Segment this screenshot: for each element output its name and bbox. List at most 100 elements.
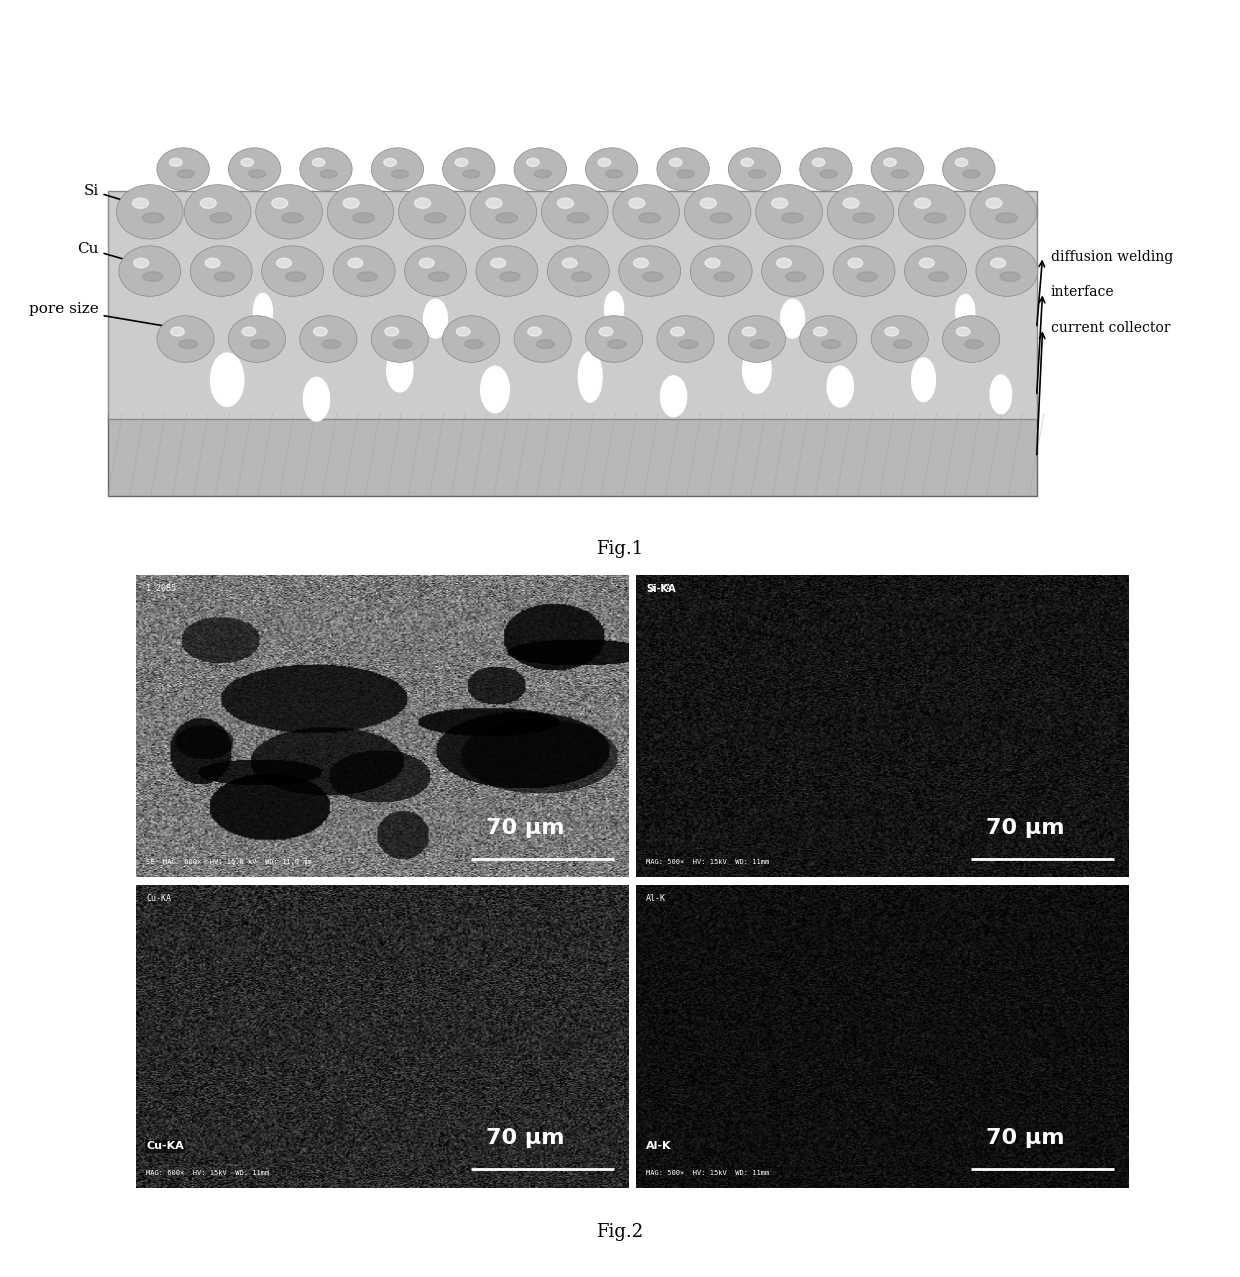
- Circle shape: [970, 185, 1037, 239]
- Ellipse shape: [661, 375, 687, 416]
- Bar: [108, 414, 1037, 497]
- Ellipse shape: [322, 340, 341, 349]
- Ellipse shape: [919, 258, 934, 268]
- Ellipse shape: [671, 327, 684, 336]
- Circle shape: [619, 246, 681, 296]
- Circle shape: [398, 185, 465, 239]
- Text: 70 μm: 70 μm: [986, 1129, 1064, 1148]
- Circle shape: [443, 315, 500, 363]
- Circle shape: [190, 246, 252, 296]
- Ellipse shape: [143, 272, 162, 281]
- Text: Cu: Cu: [77, 241, 157, 269]
- Ellipse shape: [629, 198, 645, 208]
- Ellipse shape: [281, 213, 304, 223]
- Text: SE  MAG: 600×  HV: 16.0 kV  WD: 11.0 mm: SE MAG: 600× HV: 16.0 kV WD: 11.0 mm: [146, 859, 312, 866]
- Ellipse shape: [884, 158, 897, 166]
- Text: Fig.1: Fig.1: [596, 540, 644, 558]
- Circle shape: [119, 246, 181, 296]
- Ellipse shape: [892, 170, 909, 178]
- Ellipse shape: [249, 170, 265, 178]
- Ellipse shape: [134, 258, 149, 268]
- Circle shape: [872, 315, 929, 363]
- Circle shape: [157, 315, 215, 363]
- Text: interface: interface: [1052, 286, 1115, 299]
- Ellipse shape: [424, 299, 448, 338]
- Ellipse shape: [956, 327, 970, 336]
- Ellipse shape: [963, 170, 980, 178]
- Ellipse shape: [463, 170, 480, 178]
- Ellipse shape: [599, 327, 613, 336]
- Text: current collector: current collector: [1052, 322, 1171, 336]
- Ellipse shape: [598, 158, 610, 166]
- Ellipse shape: [820, 170, 837, 178]
- Ellipse shape: [670, 158, 682, 166]
- Text: Si: Si: [83, 184, 157, 212]
- Circle shape: [755, 185, 822, 239]
- Ellipse shape: [924, 213, 946, 223]
- Ellipse shape: [812, 158, 825, 166]
- Ellipse shape: [215, 272, 234, 281]
- Ellipse shape: [639, 213, 661, 223]
- Ellipse shape: [491, 258, 506, 268]
- Circle shape: [800, 148, 852, 190]
- Ellipse shape: [277, 258, 291, 268]
- Circle shape: [470, 185, 537, 239]
- Text: diffusion welding: diffusion welding: [1052, 249, 1173, 263]
- Circle shape: [515, 315, 572, 363]
- Ellipse shape: [250, 340, 269, 349]
- Text: Cu-KA: Cu-KA: [146, 1142, 184, 1152]
- Ellipse shape: [534, 170, 552, 178]
- Circle shape: [657, 315, 714, 363]
- Circle shape: [800, 315, 857, 363]
- Ellipse shape: [312, 158, 325, 166]
- Ellipse shape: [781, 213, 804, 223]
- Ellipse shape: [956, 295, 975, 329]
- Ellipse shape: [205, 258, 219, 268]
- Ellipse shape: [965, 340, 983, 349]
- Ellipse shape: [786, 272, 806, 281]
- Ellipse shape: [242, 327, 255, 336]
- Circle shape: [942, 148, 994, 190]
- Circle shape: [371, 315, 428, 363]
- Ellipse shape: [991, 258, 1006, 268]
- Ellipse shape: [500, 272, 520, 281]
- Circle shape: [585, 315, 642, 363]
- Ellipse shape: [383, 158, 397, 166]
- Ellipse shape: [701, 198, 717, 208]
- Ellipse shape: [384, 327, 398, 336]
- Circle shape: [899, 185, 965, 239]
- Ellipse shape: [843, 198, 859, 208]
- Text: MAG: 500×  HV: 15kV  WD: 11mm: MAG: 500× HV: 15kV WD: 11mm: [646, 859, 769, 866]
- Ellipse shape: [999, 272, 1021, 281]
- Ellipse shape: [562, 258, 577, 268]
- Ellipse shape: [133, 198, 149, 208]
- Bar: [108, 190, 1037, 419]
- Ellipse shape: [848, 258, 863, 268]
- Ellipse shape: [357, 272, 377, 281]
- Circle shape: [728, 315, 785, 363]
- Text: 70 μm: 70 μm: [986, 819, 1064, 838]
- Ellipse shape: [177, 170, 195, 178]
- Ellipse shape: [711, 213, 732, 223]
- Circle shape: [657, 148, 709, 190]
- Text: pore size: pore size: [29, 301, 208, 336]
- Circle shape: [904, 246, 966, 296]
- Ellipse shape: [527, 158, 539, 166]
- Ellipse shape: [348, 258, 363, 268]
- Ellipse shape: [885, 327, 899, 336]
- Ellipse shape: [771, 198, 787, 208]
- Ellipse shape: [822, 340, 841, 349]
- Circle shape: [691, 246, 753, 296]
- Text: 70 μm: 70 μm: [486, 819, 564, 838]
- Ellipse shape: [211, 352, 244, 406]
- Ellipse shape: [567, 213, 589, 223]
- Circle shape: [300, 315, 357, 363]
- Ellipse shape: [781, 299, 805, 338]
- Text: Al-K: Al-K: [646, 894, 666, 903]
- Ellipse shape: [496, 213, 517, 223]
- Circle shape: [728, 148, 781, 190]
- Ellipse shape: [320, 170, 337, 178]
- Text: Si-KA: Si-KA: [646, 584, 676, 594]
- Circle shape: [228, 315, 285, 363]
- Circle shape: [327, 185, 394, 239]
